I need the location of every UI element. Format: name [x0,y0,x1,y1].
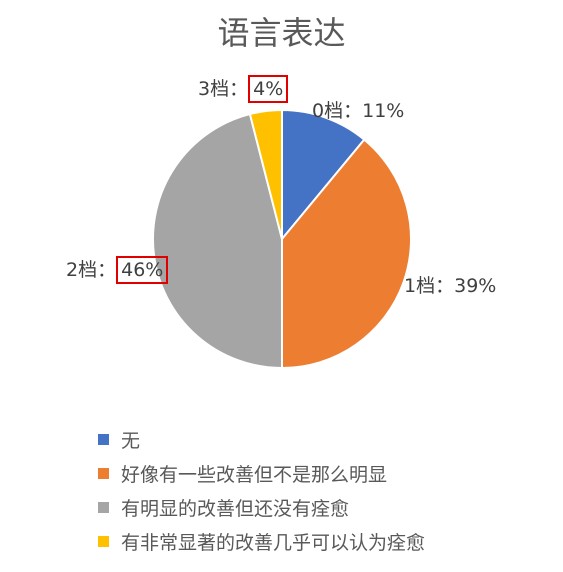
data-label-2-sep: ： [97,259,117,281]
legend-item: 无 [98,422,425,456]
pie-slice-1 [281,138,412,370]
legend-swatch-3 [98,535,109,547]
data-label-2-name: 2档 [66,259,98,281]
pie-slice-2 [152,112,283,370]
data-label-3-name: 3档 [198,78,230,100]
data-label-1-sep: ： [435,275,455,297]
data-label-2-value: 46% [116,256,169,284]
legend-label-1: 好像有一些改善但不是那么明显 [121,463,388,486]
legend-item: 有非常显著的改善几乎可以认为痊愈 [98,524,425,558]
legend-label-0: 无 [121,429,141,452]
chart-title: 语言表达 [217,14,346,52]
legend-swatch-1 [98,467,109,479]
legend-item: 有明显的改善但还没有痊愈 [98,490,425,524]
legend-swatch-2 [98,501,109,513]
data-label-3-value: 4% [248,75,289,103]
data-label-2: 2档： 46% [66,255,169,284]
legend-swatch-0 [98,433,109,445]
pie-chart [152,108,412,370]
data-label-0-name: 0档 [312,100,344,122]
legend-label-2: 有明显的改善但还没有痊愈 [121,497,350,520]
data-label-3-sep: ： [229,78,249,100]
legend-item: 好像有一些改善但不是那么明显 [98,456,425,490]
data-label-0: 0档：11% [312,96,404,123]
data-label-1-value: 39% [454,275,497,297]
pie-slice-3 [248,108,283,240]
legend: 无 好像有一些改善但不是那么明显 有明显的改善但还没有痊愈 有非常显著的改善几乎… [98,422,425,558]
legend-label-3: 有非常显著的改善几乎可以认为痊愈 [121,531,426,554]
pie-slice-0 [281,108,366,242]
data-label-0-sep: ： [343,100,363,122]
data-label-0-value: 11% [362,100,405,122]
data-label-1: 1档：39% [404,271,496,298]
data-label-1-name: 1档 [404,275,436,297]
data-label-3: 3档： 4% [198,74,289,103]
